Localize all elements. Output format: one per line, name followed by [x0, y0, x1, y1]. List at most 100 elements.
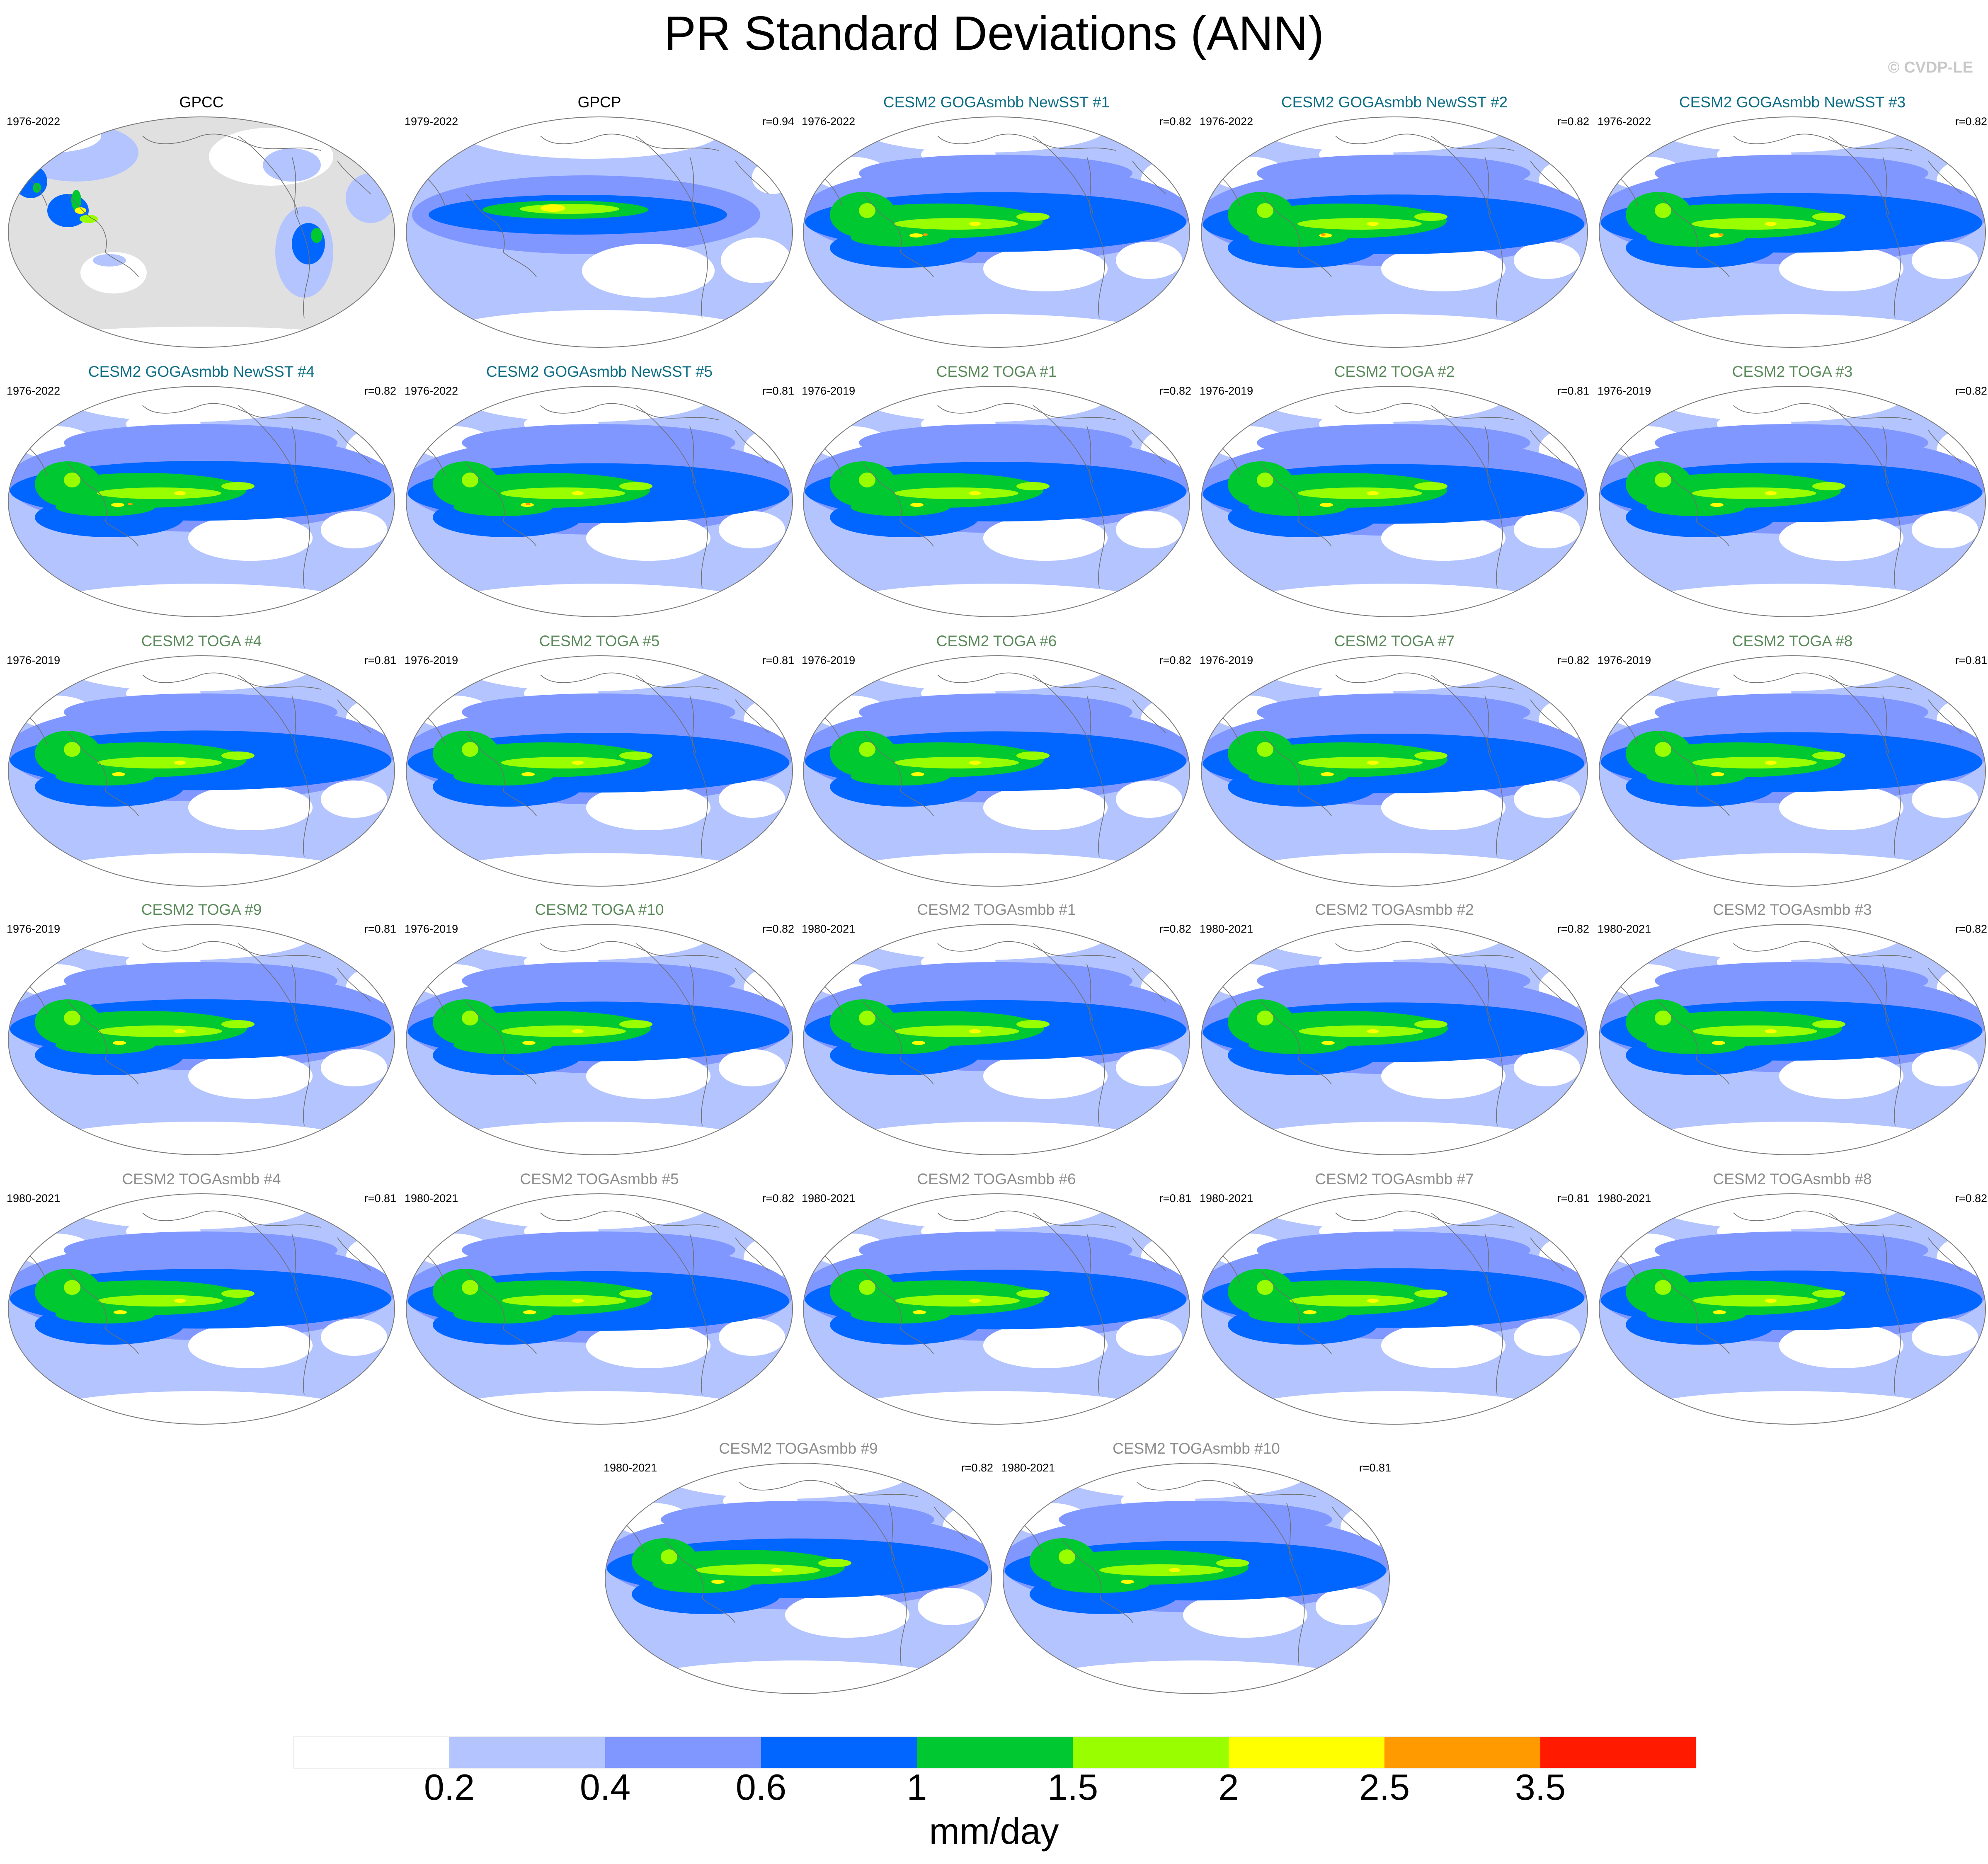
dry-zone-se-pacific-inner [1779, 246, 1903, 291]
low-variability-antarctic [420, 1391, 777, 1424]
contour-1-1.5-spcz [56, 1305, 155, 1323]
panel-title: CESM2 GOGAsmbb NewSST #4 [88, 363, 315, 380]
contour-1.5-2 [1298, 487, 1422, 499]
low-variability-arctic [1655, 1194, 1903, 1229]
map-panel: CESM2 GOGAsmbb NewSST #1 1976-2022 r=0.82 [801, 95, 1192, 351]
panel-correlation: r=0.82 [961, 1462, 993, 1474]
low-variability-arctic [1257, 924, 1506, 960]
colorbar-swatch [761, 1737, 917, 1768]
contour-2-2.5-core [174, 761, 186, 765]
coastline [142, 403, 321, 420]
coastline [1828, 1212, 1889, 1292]
contour-1.5-2 [1299, 1025, 1423, 1037]
coastline [1430, 674, 1491, 754]
contour-1.5-2 [1692, 487, 1816, 499]
low-variability-antarctic [1613, 853, 1970, 886]
low-variability-antarctic [420, 584, 777, 617]
map-border [406, 1193, 793, 1425]
map-svg [8, 1193, 395, 1425]
panel-correlation: r=0.82 [1557, 923, 1589, 935]
contour-0.4-0.6-storm-track [1257, 693, 1530, 731]
contour-1-1.5-spcz [1249, 1305, 1348, 1323]
contour-0.4-0.6-storm-track [462, 424, 735, 461]
panel-correlation: r=0.81 [364, 654, 396, 667]
panel-title: CESM2 GOGAsmbb NewSST #1 [883, 94, 1110, 111]
map-svg [406, 386, 793, 617]
dry-zone-se-pacific-inner [1779, 1323, 1903, 1368]
contour-1.5-2 [97, 757, 222, 768]
contour-2.5-3.5 [128, 503, 133, 505]
panel-years: 1980-2021 [7, 1192, 61, 1205]
panel-correlation: r=0.81 [762, 385, 794, 397]
map-border [1599, 1193, 1986, 1425]
contour-1-1.5-spcz [851, 228, 950, 247]
coastline [735, 968, 769, 1002]
contour-0.4-0.6-storm-track [1655, 155, 1928, 192]
panel-title: CESM2 TOGA #5 [539, 633, 660, 650]
low-variability-arctic [64, 656, 313, 691]
panel-years: 1979-2022 [405, 115, 458, 128]
panel-years: 1980-2021 [802, 1192, 856, 1205]
map-svg [1599, 1193, 1986, 1425]
map-svg [605, 1463, 992, 1694]
dry-zone-s-atlantic-inner [1912, 242, 1978, 279]
contour-1.5-2-east [619, 1290, 652, 1298]
contour-1.5-2 [1692, 757, 1817, 768]
low-variability-antarctic [22, 1391, 379, 1424]
coastline [1430, 943, 1491, 1023]
map-panel: CESM2 TOGAsmbb #6 1980-2021 r=0.81 [801, 1171, 1192, 1428]
contour-1-1.5-spcz [1249, 498, 1348, 516]
map-panel: CESM2 GOGAsmbb NewSST #4 1976-2022 r=0.82 [6, 364, 397, 621]
dry-zone-s-atlantic-inner [719, 1319, 785, 1356]
panel-years: 1980-2021 [1598, 923, 1651, 935]
contour-2-2.5-core [174, 491, 186, 495]
contour-0.4-0.6-storm-track [1257, 962, 1530, 999]
coastline [1928, 968, 1962, 1002]
panel-title: CESM2 TOGA #7 [1334, 633, 1455, 650]
land-new-guinea [80, 215, 98, 223]
panel-title: CESM2 TOGA #6 [936, 633, 1057, 650]
contour-2.5-3.5 [526, 503, 531, 505]
contour-0.4-0.6-storm-track [1059, 1501, 1332, 1538]
contour-2-2.5 [1710, 503, 1724, 507]
map-border [8, 386, 395, 617]
contour-1-1.5-spcz [453, 767, 553, 785]
contour-1.5-2-spot [661, 1549, 677, 1564]
dry-zone-s-atlantic-inner [1912, 1319, 1978, 1356]
contour-2-2.5 [912, 1041, 925, 1045]
contour-0.4-0.6-storm-track [859, 424, 1132, 461]
map-svg [1201, 1193, 1588, 1425]
map-panel: CESM2 TOGA #3 1976-2019 r=0.82 [1597, 364, 1988, 621]
contour-0.4-0.6-storm-track [64, 962, 337, 999]
contour-1.5-2-east [221, 1020, 255, 1028]
map-svg [406, 924, 793, 1155]
panel-correlation: r=0.81 [364, 1192, 396, 1205]
low-variability-arctic [1655, 386, 1903, 422]
coastline [291, 156, 310, 319]
coastline [1928, 430, 1962, 464]
coastline [888, 1503, 907, 1665]
low-variability-antarctic [1215, 584, 1572, 617]
coastline [238, 943, 298, 1023]
contour-2-2.5 [521, 772, 535, 776]
low-variability-arctic [64, 1194, 313, 1229]
coastline [1658, 194, 1730, 277]
contour-1.5-2-east [221, 1290, 255, 1298]
contour-1.5-2 [502, 1295, 626, 1306]
low-variability-arctic [859, 1194, 1108, 1229]
coastline [337, 699, 371, 733]
contour-1.5-2 [894, 487, 1018, 499]
coastline [937, 133, 1116, 151]
panel-title: CESM2 TOGAsmbb #8 [1713, 1171, 1872, 1188]
map-svg [1599, 655, 1986, 887]
panel-years: 1976-2019 [1200, 385, 1253, 397]
map-border [8, 1193, 395, 1425]
contour-1.5-2-spot [1257, 203, 1273, 218]
panel-title: CESM2 TOGAsmbb #9 [719, 1440, 878, 1457]
coastline [1335, 1210, 1514, 1228]
contour-1.5-2 [894, 218, 1018, 230]
coastline [1232, 1482, 1293, 1561]
coastline [635, 943, 696, 1023]
coastline [1261, 1001, 1332, 1085]
map-panel: CESM2 TOGAsmbb #3 1980-2021 r=0.82 [1597, 902, 1988, 1159]
